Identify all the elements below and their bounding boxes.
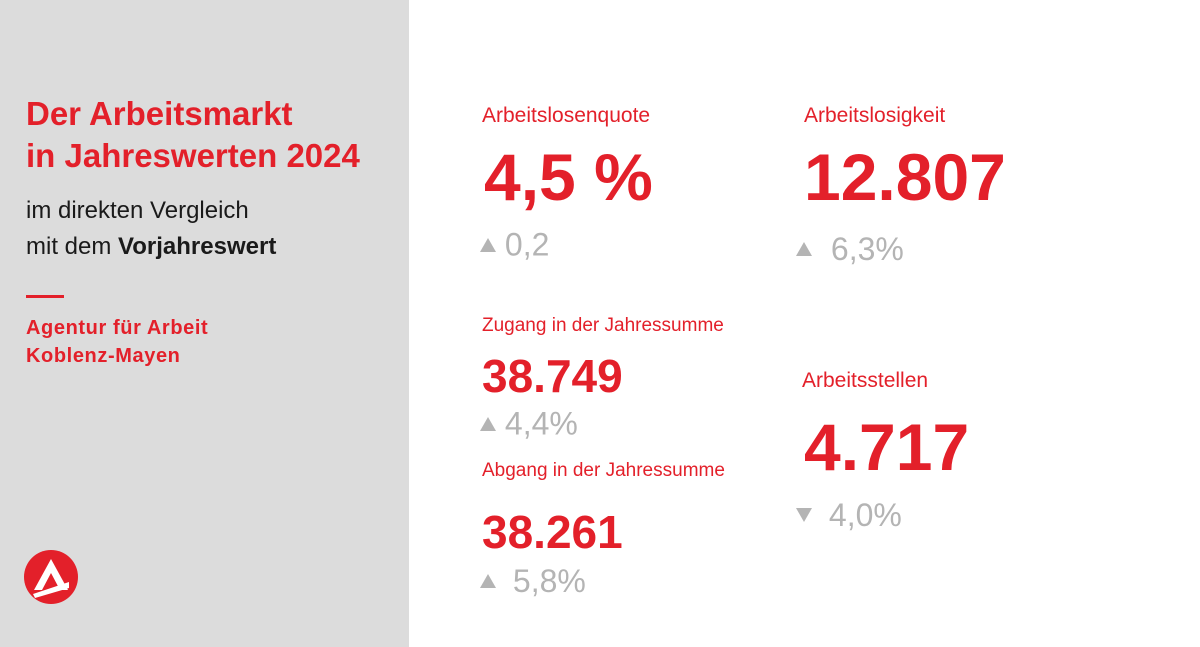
metric-label: Arbeitsstellen [802,369,929,392]
metric-change: 0,2 [480,222,549,265]
metric-change: 6,3% [796,226,904,269]
subtitle-line-2-bold: Vorjahreswert [118,233,277,260]
metric-change: 5,8% [480,558,586,601]
agency-name: Agentur für Arbeit Koblenz-Mayen [26,314,208,370]
sidebar-panel: Der Arbeitsmarkt in Jahreswerten 2024 im… [0,0,409,647]
metric-label: Abgang in der Jahressumme [482,460,725,481]
change-value: 6,3% [830,230,904,267]
page-title: Der Arbeitsmarkt in Jahreswerten 2024 [26,93,360,177]
change-value: 0,2 [504,226,550,263]
metric-value: 38.749 [482,350,623,402]
triangle-up-icon [480,416,496,431]
triangle-up-icon [796,241,812,256]
metric-value: 12.807 [804,140,1006,214]
title-line-1: Der Arbeitsmarkt [26,95,293,132]
agency-line-1: Agentur für Arbeit [26,317,209,339]
metric-label: Arbeitslosenquote [482,104,651,127]
metric-change: 4,4% [480,401,578,444]
change-value: 5,8% [512,562,586,599]
change-value: 4,4% [504,405,578,442]
subtitle-line-1: im direkten Vergleich [26,197,249,224]
title-line-2: in Jahreswerten 2024 [26,137,360,174]
subtitle: im direkten Vergleich mit dem Vorjahresw… [26,193,276,265]
triangle-up-icon [480,573,496,588]
triangle-down-icon [796,507,812,522]
arbeitsagentur-logo-icon [24,550,78,604]
metric-value: 4,5 % [484,140,653,214]
metric-label: Zugang in der Jahressumme [482,315,724,336]
subtitle-line-2-prefix: mit dem [26,233,112,260]
change-value: 4,0% [828,496,902,533]
accent-divider [26,295,64,298]
metric-label: Arbeitslosigkeit [804,104,946,127]
metric-value: 4.717 [804,410,970,484]
subtitle-line-2: mit dem Vorjahreswert [26,229,276,265]
agency-line-2: Koblenz-Mayen [26,345,181,367]
metric-change: 4,0% [796,492,902,535]
metric-value: 38.261 [482,506,623,558]
triangle-up-icon [480,237,496,252]
